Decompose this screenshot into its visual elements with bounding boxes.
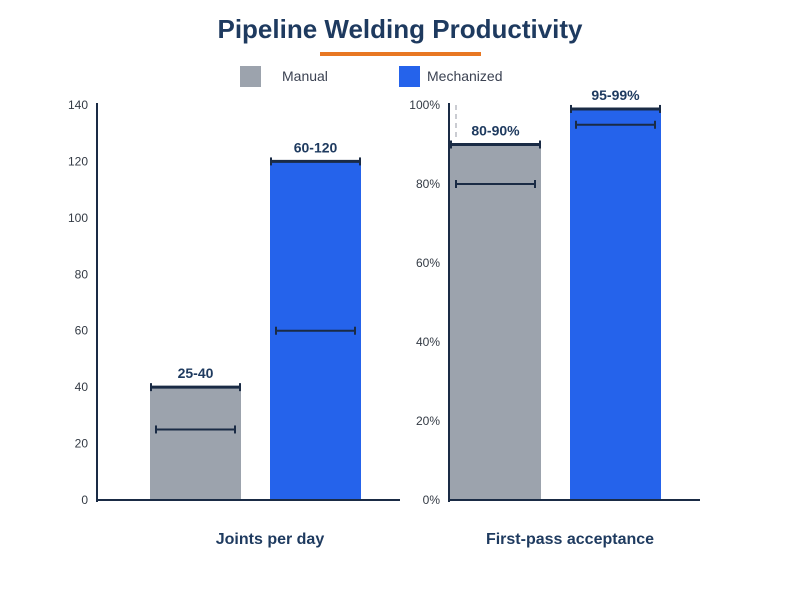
y-tick-label-0-4: 80 (75, 267, 89, 281)
group-label-0: Joints per day (216, 531, 325, 548)
value-label-0-1: 60-120 (294, 139, 338, 155)
chart-title: Pipeline Welding Productivity (217, 14, 583, 44)
bar-0-manual (150, 387, 241, 500)
title-underline (320, 52, 481, 56)
y-tick-label-1-0: 0% (423, 493, 441, 507)
value-label-1-0: 80-90% (471, 123, 520, 139)
y-tick-label-0-0: 0 (81, 493, 88, 507)
y-tick-label-0-7: 140 (68, 98, 88, 112)
y-tick-label-0-3: 60 (75, 324, 89, 338)
y-tick-label-0-2: 40 (75, 380, 89, 394)
y-tick-label-1-1: 20% (416, 414, 440, 428)
y-tick-label-0-1: 20 (75, 437, 89, 451)
legend-label-mechanized: Mechanized (427, 68, 503, 84)
y-tick-label-0-6: 120 (68, 154, 88, 168)
bar-1-mechanized (570, 108, 661, 500)
legend-swatch-mechanized (399, 66, 420, 87)
y-tick-label-1-4: 80% (416, 177, 440, 191)
y-tick-label-1-5: 100% (409, 98, 440, 112)
y-tick-label-1-3: 60% (416, 256, 440, 270)
value-label-1-1: 95-99% (591, 87, 640, 103)
y-tick-label-1-2: 40% (416, 335, 440, 349)
legend-swatch-manual (240, 66, 261, 87)
group-label-1: First-pass acceptance (486, 531, 654, 548)
y-tick-label-0-5: 100 (68, 211, 88, 225)
value-label-0-0: 25-40 (178, 365, 214, 381)
legend-label-manual: Manual (282, 68, 328, 84)
bar-1-manual (450, 144, 541, 500)
